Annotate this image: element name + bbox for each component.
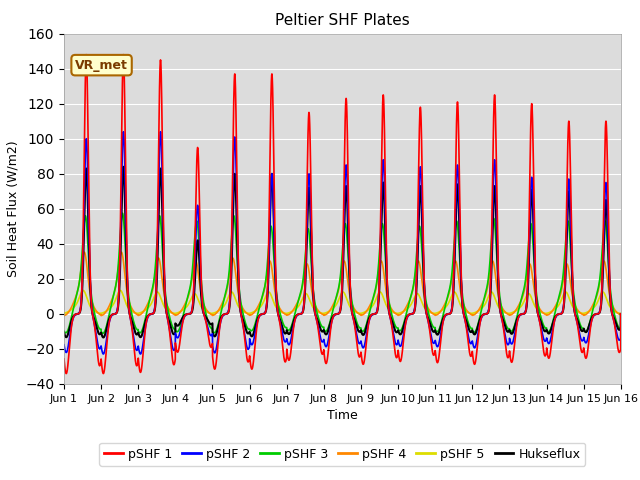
X-axis label: Time: Time (327, 409, 358, 422)
Hukseflux (594, 311, 602, 317)
pSHF 5 (250, 309, 257, 315)
Hukseflux (120, 164, 127, 169)
pSHF 4 (81, 249, 88, 255)
pSHF 5 (594, 300, 602, 305)
pSHF 2 (594, 311, 602, 317)
pSHF 4 (617, 311, 625, 317)
pSHF 5 (60, 311, 68, 316)
pSHF 1 (587, 324, 595, 329)
pSHF 2 (587, 322, 595, 327)
Hukseflux (100, 335, 108, 340)
pSHF 1 (60, 356, 68, 362)
pSHF 2 (617, 311, 625, 317)
Text: VR_met: VR_met (75, 59, 128, 72)
Hukseflux (587, 318, 595, 324)
Hukseflux (60, 330, 68, 336)
pSHF 5 (324, 309, 332, 315)
pSHF 3 (467, 325, 475, 331)
pSHF 3 (250, 326, 257, 332)
Line: pSHF 2: pSHF 2 (64, 132, 621, 354)
pSHF 2 (467, 341, 475, 347)
pSHF 3 (99, 330, 107, 336)
pSHF 5 (617, 311, 625, 317)
Line: pSHF 4: pSHF 4 (64, 252, 621, 315)
pSHF 2 (100, 351, 108, 357)
Hukseflux (324, 329, 332, 335)
pSHF 1 (617, 311, 625, 317)
pSHF 4 (250, 311, 257, 316)
pSHF 3 (324, 326, 332, 332)
Line: pSHF 5: pSHF 5 (64, 290, 621, 314)
pSHF 2 (60, 342, 68, 348)
Title: Peltier SHF Plates: Peltier SHF Plates (275, 13, 410, 28)
pSHF 4 (467, 312, 475, 317)
Hukseflux (467, 329, 475, 335)
Hukseflux (250, 331, 257, 337)
Y-axis label: Soil Heat Flux (W/m2): Soil Heat Flux (W/m2) (6, 141, 20, 277)
Hukseflux (617, 311, 625, 317)
Line: Hukseflux: Hukseflux (64, 167, 621, 337)
pSHF 1 (63, 371, 70, 376)
pSHF 3 (617, 311, 625, 317)
Line: pSHF 1: pSHF 1 (64, 55, 621, 373)
pSHF 1 (324, 354, 332, 360)
pSHF 3 (587, 316, 595, 322)
pSHF 3 (594, 288, 602, 294)
pSHF 4 (60, 312, 68, 318)
Line: pSHF 3: pSHF 3 (64, 213, 621, 333)
pSHF 4 (483, 288, 491, 294)
pSHF 2 (120, 129, 127, 134)
pSHF 5 (587, 307, 595, 313)
pSHF 2 (483, 311, 491, 316)
Legend: pSHF 1, pSHF 2, pSHF 3, pSHF 4, pSHF 5, Hukseflux: pSHF 1, pSHF 2, pSHF 3, pSHF 4, pSHF 5, … (99, 443, 586, 466)
pSHF 5 (467, 311, 475, 316)
pSHF 1 (594, 311, 602, 317)
pSHF 3 (118, 210, 126, 216)
pSHF 2 (324, 340, 332, 346)
pSHF 3 (60, 328, 68, 334)
pSHF 1 (83, 52, 90, 58)
pSHF 4 (587, 306, 595, 312)
pSHF 5 (116, 288, 124, 293)
pSHF 4 (324, 311, 332, 316)
pSHF 1 (250, 360, 257, 365)
Hukseflux (483, 311, 491, 317)
pSHF 3 (483, 285, 491, 290)
pSHF 1 (467, 353, 475, 359)
pSHF 5 (483, 298, 491, 303)
pSHF 1 (483, 311, 491, 317)
pSHF 4 (594, 291, 602, 297)
pSHF 2 (250, 339, 257, 345)
